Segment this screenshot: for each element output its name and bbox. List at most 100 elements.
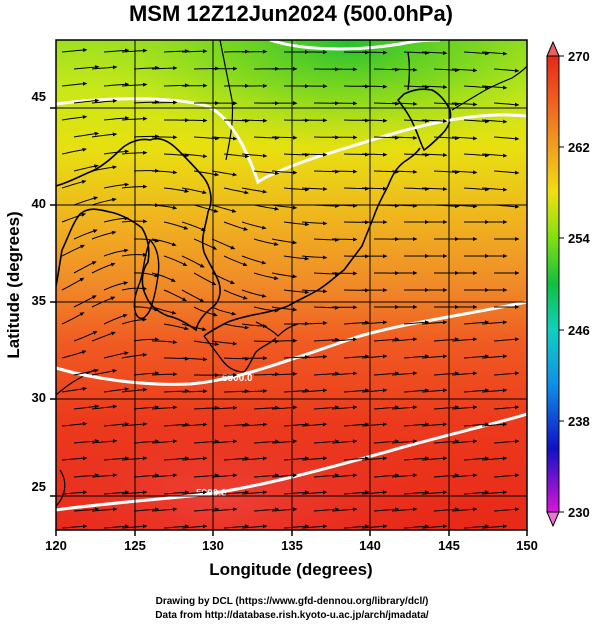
- wind-arrow-icon: [421, 490, 448, 495]
- wind-arrow-icon: [134, 238, 160, 243]
- wind-arrow-icon: [283, 187, 310, 192]
- wind-arrow-icon: [391, 439, 418, 444]
- wind-arrow-icon: [151, 306, 177, 315]
- wind-arrow-icon: [133, 337, 160, 342]
- x-tick-label: 120: [45, 538, 67, 553]
- wind-arrow-icon: [433, 405, 460, 410]
- wind-arrow-icon: [103, 524, 130, 529]
- wind-arrow-icon: [223, 356, 250, 361]
- wind-arrow-icon: [211, 170, 238, 177]
- wind-arrow-icon: [283, 289, 310, 295]
- x-tick-label: 150: [516, 538, 538, 553]
- colorbar-tick-label: 254: [568, 231, 590, 246]
- x-tick-label: 135: [281, 538, 303, 553]
- wind-arrow-icon: [391, 169, 418, 174]
- wind-arrow-icon: [211, 238, 236, 250]
- wind-arrow-icon: [253, 272, 279, 281]
- wind-arrow-icon: [343, 456, 370, 461]
- wind-arrow-icon: [481, 153, 508, 158]
- wind-arrow-icon: [283, 355, 310, 360]
- wind-arrow-icon: [421, 85, 448, 90]
- wind-arrow-icon: [391, 371, 418, 376]
- colorbar-tick-label: 238: [568, 414, 590, 429]
- wind-arrow-icon: [493, 68, 520, 73]
- wind-arrow-icon: [163, 221, 189, 230]
- wind-arrow-icon: [133, 507, 160, 512]
- wind-arrow-icon: [493, 507, 520, 512]
- wind-arrow-icon: [331, 371, 358, 376]
- wind-arrow-icon: [133, 65, 160, 70]
- wind-arrow-icon: [223, 524, 250, 529]
- wind-arrow-icon: [73, 473, 100, 478]
- wind-arrow-icon: [61, 244, 85, 257]
- wind-arrow-icon: [103, 182, 130, 189]
- wind-arrow-icon: [403, 152, 430, 157]
- wind-arrow-icon: [403, 320, 430, 325]
- wind-arrow-icon: [181, 221, 206, 232]
- wind-arrow-icon: [241, 388, 268, 393]
- wind-arrow-icon: [283, 490, 310, 495]
- wind-arrow-icon: [91, 165, 118, 172]
- wind-arrow-icon: [121, 524, 148, 529]
- wind-arrow-icon: [313, 507, 340, 512]
- wind-arrow-icon: [103, 313, 128, 325]
- wind-arrow-icon: [61, 490, 88, 495]
- wind-arrow-icon: [61, 179, 87, 189]
- colorbar: 270 262 254 246 238 230: [546, 40, 590, 528]
- wind-arrow-icon: [241, 490, 268, 495]
- wind-arrow-icon: [223, 187, 249, 195]
- wind-arrow-icon: [493, 337, 520, 342]
- wind-arrow-icon: [253, 507, 280, 512]
- wind-arrow-icon: [61, 386, 88, 393]
- wind-arrow-icon: [241, 255, 267, 265]
- wind-arrow-icon: [451, 371, 478, 376]
- wind-arrow-icon: [403, 524, 430, 529]
- wind-arrow-icon: [373, 405, 400, 410]
- wind-arrow-icon: [421, 524, 448, 529]
- wind-arrow-icon: [91, 439, 118, 444]
- wind-arrow-icon: [433, 337, 460, 342]
- wind-arrow-icon: [181, 389, 208, 394]
- wind-arrow-icon: [163, 490, 190, 495]
- wind-arrow-icon: [103, 82, 130, 87]
- wind-arrow-icon: [163, 153, 190, 158]
- wind-arrow-icon: [223, 153, 250, 159]
- wind-arrow-icon: [463, 320, 490, 325]
- wind-arrow-icon: [103, 387, 130, 393]
- x-axis-title: Longitude (degrees): [209, 560, 372, 579]
- wind-arrow-icon: [481, 388, 508, 393]
- wind-arrow-icon: [151, 272, 176, 282]
- wind-arrow-icon: [253, 372, 280, 377]
- y-tick-label: 45: [32, 89, 46, 104]
- wind-arrow-icon: [313, 473, 340, 478]
- wind-arrow-icon: [361, 388, 388, 393]
- wind-arrow-icon: [133, 306, 160, 312]
- wind-arrow-icon: [163, 524, 190, 529]
- wind-arrow-icon: [373, 337, 400, 342]
- wind-arrow-icon: [241, 323, 268, 329]
- wind-arrow-icon: [331, 135, 358, 140]
- wind-arrow-icon: [241, 118, 268, 123]
- wind-arrow-icon: [223, 255, 248, 267]
- wind-arrow-icon: [421, 422, 448, 427]
- wind-arrow-icon: [481, 490, 508, 495]
- wind-arrow-icon: [403, 388, 430, 393]
- wind-arrow-icon: [451, 405, 478, 410]
- wind-arrow-icon: [181, 255, 205, 268]
- wind-arrow-icon: [451, 102, 478, 107]
- wind-arrow-icon: [121, 184, 148, 189]
- wind-arrow-icon: [73, 98, 100, 104]
- wind-arrow-icon: [91, 473, 118, 478]
- wind-arrow-icon: [373, 67, 400, 72]
- wind-arrow-icon: [223, 323, 250, 330]
- wind-arrow-icon: [283, 524, 310, 529]
- wind-arrow-icon: [403, 490, 430, 495]
- wind-arrow-icon: [391, 337, 418, 342]
- wind-arrow-icon: [421, 119, 448, 124]
- wind-arrow-icon: [451, 337, 478, 342]
- x-tick-label: 130: [202, 538, 224, 553]
- x-axis-ticks: 120 125 130 135 140 145 150: [45, 530, 538, 553]
- wind-arrow-icon: [133, 272, 160, 278]
- wind-arrow-icon: [373, 507, 400, 512]
